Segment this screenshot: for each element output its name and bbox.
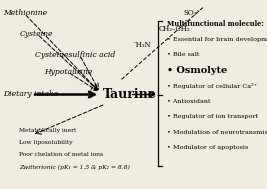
Text: CH₂–CH₂: CH₂–CH₂ [159, 25, 190, 33]
Text: • Osmolyte: • Osmolyte [167, 66, 227, 75]
Text: Methionine: Methionine [3, 9, 47, 17]
Text: Low liposolubility: Low liposolubility [19, 140, 72, 145]
Text: Dietary intake: Dietary intake [3, 91, 58, 98]
Text: Taurine: Taurine [103, 88, 156, 101]
Text: Cysteinesulfinic acid: Cysteinesulfinic acid [35, 51, 115, 59]
Text: Poor chelation of metal ions: Poor chelation of metal ions [19, 153, 103, 157]
Text: Multifunctional molecule:: Multifunctional molecule: [167, 20, 264, 28]
Text: ⁻H₃N: ⁻H₃N [132, 41, 151, 49]
Text: • Bile salt: • Bile salt [167, 52, 199, 57]
Text: SO₃⁻: SO₃⁻ [183, 9, 200, 17]
Text: • Antioxidant: • Antioxidant [167, 99, 210, 104]
Text: • Essential for brain development: • Essential for brain development [167, 37, 267, 42]
Text: • Modulator of apoptosis: • Modulator of apoptosis [167, 145, 248, 150]
Text: Hypotaurine: Hypotaurine [44, 68, 92, 76]
Text: Metabolically inert: Metabolically inert [19, 128, 76, 133]
Text: • Regulator of cellular Ca²⁺: • Regulator of cellular Ca²⁺ [167, 83, 257, 89]
Text: • Modulation of neurotransmission: • Modulation of neurotransmission [167, 130, 267, 135]
Text: • Regulator of ion transport: • Regulator of ion transport [167, 114, 258, 119]
Text: Cysteine: Cysteine [20, 30, 53, 38]
Text: Zwitterionic (pK₁ = 1.5 & pK₂ = 8.8): Zwitterionic (pK₁ = 1.5 & pK₂ = 8.8) [19, 165, 129, 170]
